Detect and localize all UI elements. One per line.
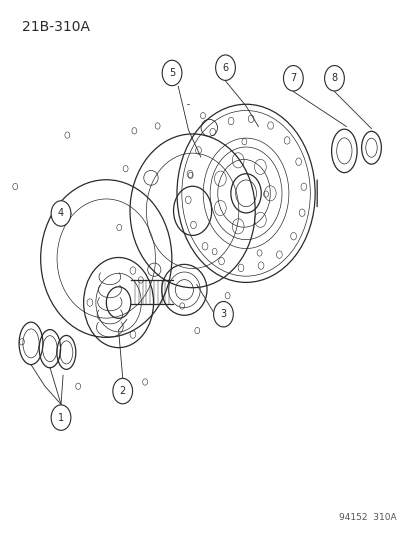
Circle shape [283, 66, 302, 91]
Circle shape [113, 378, 132, 404]
Circle shape [162, 60, 181, 86]
Text: 2: 2 [119, 386, 126, 396]
Circle shape [213, 302, 233, 327]
Text: 8: 8 [331, 73, 337, 83]
Text: 21B-310A: 21B-310A [22, 20, 90, 34]
Circle shape [51, 405, 71, 430]
Text: 4: 4 [58, 208, 64, 219]
Circle shape [51, 201, 71, 226]
Circle shape [215, 55, 235, 80]
Text: 3: 3 [220, 309, 226, 319]
Text: 1: 1 [58, 413, 64, 423]
Text: 5: 5 [169, 68, 175, 78]
Text: 7: 7 [290, 73, 296, 83]
Text: 6: 6 [222, 63, 228, 72]
Text: 94152  310A: 94152 310A [338, 513, 395, 522]
Circle shape [324, 66, 344, 91]
